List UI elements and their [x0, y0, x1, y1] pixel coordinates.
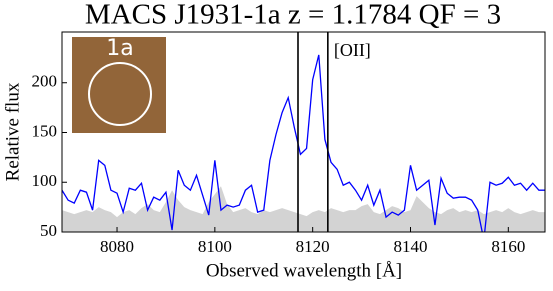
inset-circle: [88, 62, 152, 126]
plot-frame: [61, 31, 546, 233]
y-tick-label: 200: [32, 72, 58, 91]
flux-line: [62, 54, 545, 232]
y-tick-label: 100: [32, 171, 58, 190]
y-tick-label: 150: [32, 121, 58, 140]
y-axis-label: Relative flux: [2, 82, 23, 181]
x-tick-label: 8100: [198, 237, 232, 256]
inset: 1a: [72, 36, 166, 133]
noise-area: [62, 186, 545, 232]
x-tick-label: 8140: [393, 237, 427, 256]
x-tick-label: 8080: [100, 237, 134, 256]
annotation: [OII]: [334, 40, 371, 60]
x-axis-label: Observed wavelength [Å]: [206, 260, 402, 281]
inset-label: 1a: [106, 36, 133, 61]
x-tick-label: 8160: [491, 237, 525, 256]
chart-title: MACS J1931-1a z = 1.1784 QF = 3: [85, 0, 501, 31]
y-tick-label: 50: [40, 221, 57, 240]
x-tick-label: 8120: [296, 237, 330, 256]
